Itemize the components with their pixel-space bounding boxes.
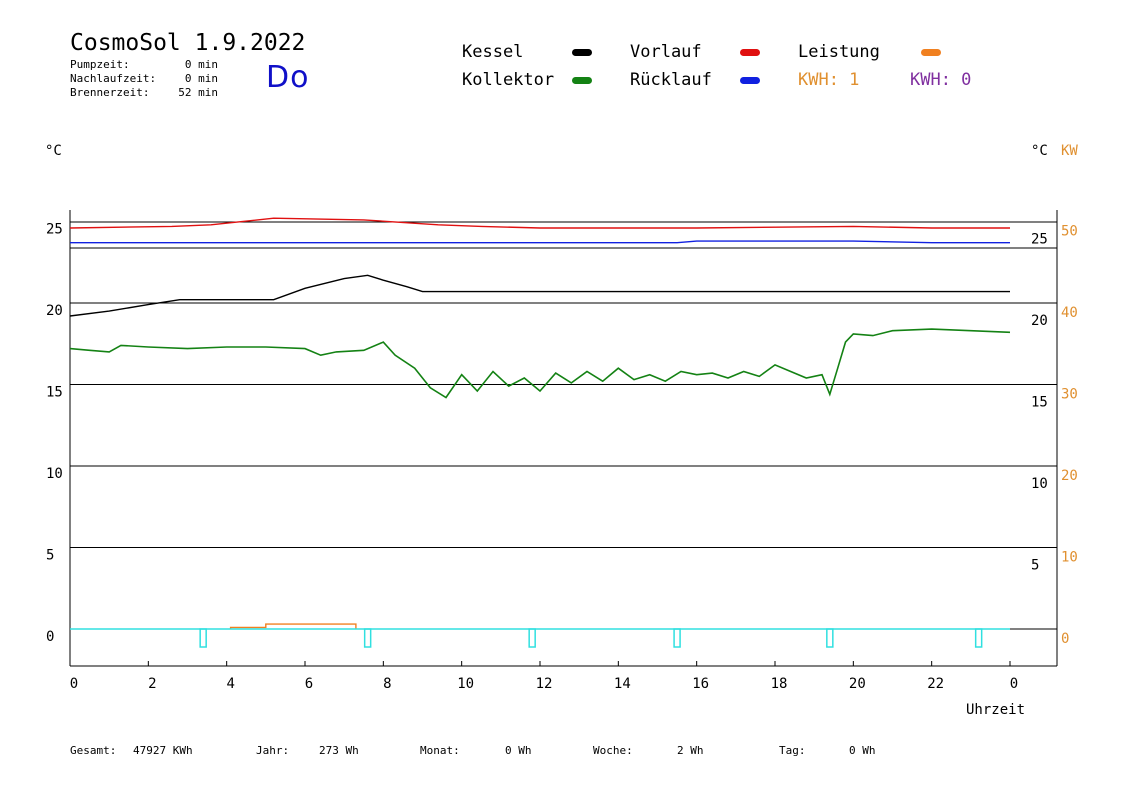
y-tick-right-kw: 30 xyxy=(1061,387,1078,403)
legend-leistung-swatch xyxy=(921,49,941,56)
legend-kwh-1: KWH: 1 xyxy=(798,70,860,90)
series-pumpe-pulse xyxy=(974,628,983,648)
weekday-label: Do xyxy=(266,60,310,95)
series-leistung xyxy=(229,623,357,629)
y-tick-right-c: 25 xyxy=(1031,232,1048,248)
footer-monat-value: 0 Wh xyxy=(505,744,532,757)
legend-leistung-label: Leistung xyxy=(798,42,880,62)
legend-kessel-swatch xyxy=(572,49,592,56)
footer-woche-value: 2 Wh xyxy=(677,744,704,757)
x-tick-label: 0 xyxy=(70,676,78,692)
y-unit-right-kw: KW xyxy=(1061,143,1078,159)
legend-ruecklauf-label: Rücklauf xyxy=(630,70,712,90)
y-unit-left: °C xyxy=(45,143,62,159)
y-tick-right-c: 5 xyxy=(1031,558,1039,574)
y-tick-left: 5 xyxy=(46,548,54,564)
footer-tag-label: Tag: xyxy=(779,744,806,757)
y-tick-right-kw: 50 xyxy=(1061,224,1078,240)
x-tick-label: 16 xyxy=(692,676,709,692)
y-tick-right-c: 15 xyxy=(1031,395,1048,411)
y-tick-right-kw: 10 xyxy=(1061,550,1078,566)
y-tick-left: 0 xyxy=(46,629,54,645)
series-pumpe-pulse xyxy=(673,628,681,648)
stats-values: 0 min 0 min 52 min xyxy=(160,58,218,100)
stat-brennerzeit-value: 52 min xyxy=(178,86,218,99)
y-tick-left: 25 xyxy=(46,222,63,238)
series-pumpe-pulse xyxy=(826,628,834,648)
series-kessel xyxy=(69,274,1010,317)
y-tick-right-kw: 0 xyxy=(1061,631,1069,647)
x-tick-label: 22 xyxy=(927,676,944,692)
y-tick-left: 15 xyxy=(46,385,63,401)
x-tick-label: 2 xyxy=(148,676,156,692)
y-tick-right-c: 10 xyxy=(1031,476,1048,492)
stat-nachlaufzeit-value: 0 min xyxy=(184,72,218,85)
series-pumpe-pulse xyxy=(363,628,372,648)
x-tick-label: 12 xyxy=(536,676,553,692)
y-tick-left: 20 xyxy=(46,303,63,319)
y-tick-left: 10 xyxy=(46,466,63,482)
series-pumpe-pulse xyxy=(528,628,536,648)
stat-pumpzeit-value: 0 min xyxy=(184,58,218,71)
x-tick-label: 18 xyxy=(771,676,788,692)
footer-monat-label: Monat: xyxy=(420,744,460,757)
y-tick-right-kw: 20 xyxy=(1061,468,1078,484)
stat-brennerzeit: Brennerzeit: xyxy=(70,86,150,99)
x-tick-label: 6 xyxy=(305,676,313,692)
x-tick-label: 20 xyxy=(849,676,866,692)
y-unit-right-c: °C xyxy=(1031,143,1048,159)
legend-vorlauf-swatch xyxy=(740,49,760,56)
stats-block: Pumpzeit: Nachlaufzeit: Brennerzeit: xyxy=(70,58,156,100)
legend-kollektor-label: Kollektor xyxy=(462,70,555,90)
x-tick-label: 14 xyxy=(614,676,631,692)
footer-tag-value: 0 Wh xyxy=(849,744,876,757)
footer-gesamt-value: 47927 KWh xyxy=(133,744,193,757)
legend-vorlauf-label: Vorlauf xyxy=(630,42,702,62)
y-tick-right-c: 20 xyxy=(1031,313,1048,329)
x-axis-label: Uhrzeit xyxy=(966,702,1026,718)
series-kollektor xyxy=(69,328,1011,399)
chart-title: CosmoSol 1.9.2022 xyxy=(70,30,306,56)
legend-kwh-2: KWH: 0 xyxy=(910,70,972,90)
legend-kessel-label: Kessel xyxy=(462,42,524,62)
series-r-cklauf xyxy=(70,240,1010,244)
x-tick-label: 0 xyxy=(1010,676,1018,692)
legend-ruecklauf-swatch xyxy=(740,77,760,84)
footer-woche-label: Woche: xyxy=(593,744,633,757)
series-pumpe-pulse xyxy=(199,628,207,648)
stat-pumpzeit: Pumpzeit: xyxy=(70,58,130,71)
y-tick-right-kw: 40 xyxy=(1061,305,1078,321)
footer-jahr-value: 273 Wh xyxy=(319,744,359,757)
x-tick-label: 4 xyxy=(226,676,234,692)
footer-gesamt-label: Gesamt: xyxy=(70,744,117,757)
series-vorlauf xyxy=(69,217,1010,229)
legend-kollektor-swatch xyxy=(572,77,592,84)
stat-nachlaufzeit: Nachlaufzeit: xyxy=(70,72,157,85)
footer-jahr-label: Jahr: xyxy=(256,744,290,757)
x-tick-label: 8 xyxy=(383,676,391,692)
x-tick-label: 10 xyxy=(457,676,474,692)
